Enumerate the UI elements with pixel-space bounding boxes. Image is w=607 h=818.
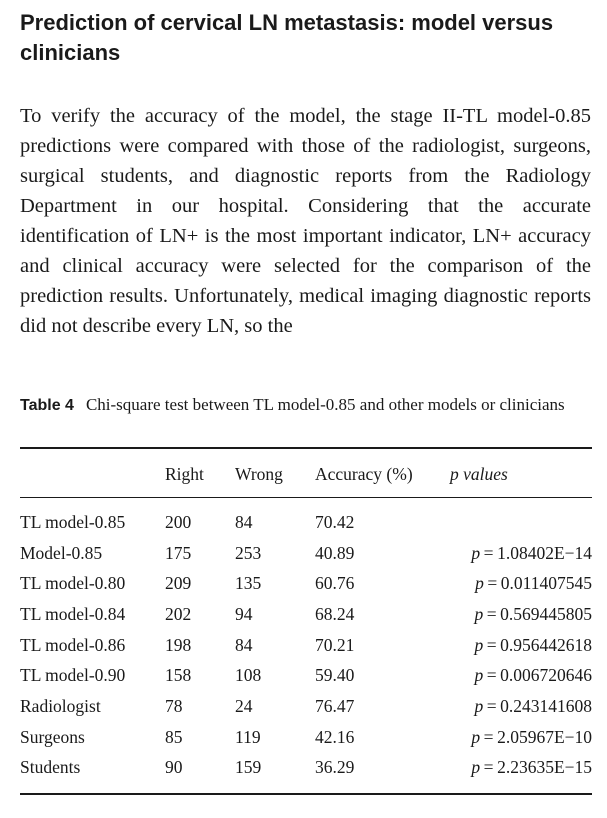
header-blank xyxy=(20,455,165,493)
table-row: TL model-0.86 198 84 70.21 p = 0.956442618 xyxy=(20,630,592,661)
p-symbol: p xyxy=(474,603,484,624)
row-right: 175 xyxy=(165,542,192,563)
row-accuracy: 60.76 xyxy=(315,573,355,594)
row-name: TL model-0.85 xyxy=(20,511,126,532)
row-right: 200 xyxy=(165,511,192,532)
row-accuracy: 36.29 xyxy=(315,757,355,778)
row-accuracy: 68.24 xyxy=(315,603,355,624)
p-value-number: 0.011407545 xyxy=(500,573,592,594)
row-p-value: p = 0.243141608 xyxy=(474,695,592,716)
row-accuracy: 70.42 xyxy=(315,511,355,532)
row-name: Radiologist xyxy=(20,695,101,716)
header-wrong: Wrong xyxy=(235,463,283,484)
p-value-number: 0.006720646 xyxy=(500,665,592,686)
row-name: TL model-0.84 xyxy=(20,603,126,624)
p-value-number: 0.243141608 xyxy=(500,695,592,716)
section-heading: Prediction of cervical LN metastasis: mo… xyxy=(20,10,554,65)
row-wrong: 24 xyxy=(235,695,253,716)
table-body: TL model-0.85 200 84 70.42 Model-0.85 175 253 4… xyxy=(20,507,592,783)
row-p-value: p = 2.05967E−10 xyxy=(471,726,592,747)
row-p-value: p = 0.956442618 xyxy=(474,634,592,655)
table-row: TL model-0.80 209 135 60.76 p = 0.011407545 xyxy=(20,568,592,599)
row-name: TL model-0.80 xyxy=(20,573,126,594)
p-symbol: p xyxy=(471,757,481,778)
table-caption-text: Chi-square test between TL model-0.85 an… xyxy=(85,395,565,414)
row-accuracy: 59.40 xyxy=(315,665,355,686)
row-wrong: 159 xyxy=(235,757,262,778)
row-right: 90 xyxy=(165,757,183,778)
row-p-value: p = 0.569445805 xyxy=(474,603,592,624)
p-value-number: 2.23635E−15 xyxy=(497,757,592,778)
row-wrong: 84 xyxy=(235,511,253,532)
p-value-number: 1.08402E−14 xyxy=(497,542,592,563)
row-name: Model-0.85 xyxy=(20,542,103,563)
row-p-value: p = 0.006720646 xyxy=(474,665,592,686)
table-row: Model-0.85 175 253 40.89 p = 1.08402E−14 xyxy=(20,538,592,569)
table-row: Students 90 159 36.29 p = 2.23635E−15 xyxy=(20,753,592,784)
row-wrong: 94 xyxy=(235,603,253,624)
table-top-rule xyxy=(20,447,592,449)
table-row: TL model-0.90 158 108 59.40 p = 0.006720646 xyxy=(20,660,592,691)
row-wrong: 84 xyxy=(235,634,253,655)
row-accuracy: 40.89 xyxy=(315,542,355,563)
row-p-value: p = 1.08402E−14 xyxy=(471,542,592,563)
row-right: 158 xyxy=(165,665,192,686)
row-right: 78 xyxy=(165,695,183,716)
table-row: TL model-0.85 200 84 70.42 xyxy=(20,507,592,538)
table-row: TL model-0.84 202 94 68.24 p = 0.569445805 xyxy=(20,599,592,630)
p-symbol: p xyxy=(474,695,484,716)
header-accuracy: Accuracy (%) xyxy=(315,463,413,484)
header-p-values: p values xyxy=(450,463,508,484)
row-accuracy: 42.16 xyxy=(315,726,355,747)
row-name: Students xyxy=(20,757,81,778)
p-symbol: p xyxy=(474,634,484,655)
table-header-row: Right Wrong Accuracy (%) p values xyxy=(20,455,592,493)
row-wrong: 108 xyxy=(235,665,262,686)
row-right: 202 xyxy=(165,603,192,624)
table-row: Surgeons 85 119 42.16 p = 2.05967E−10 xyxy=(20,722,592,753)
table-bottom-rule xyxy=(20,793,592,795)
p-symbol: p xyxy=(475,573,484,594)
row-name: TL model-0.90 xyxy=(20,665,126,686)
table-caption-label: Table 4 xyxy=(20,397,74,414)
row-name: TL model-0.86 xyxy=(20,634,126,655)
p-symbol: p xyxy=(471,726,481,747)
p-symbol: p xyxy=(471,542,481,563)
row-wrong: 119 xyxy=(235,726,261,747)
row-name: Surgeons xyxy=(20,726,85,747)
row-p-value xyxy=(450,507,592,538)
p-value-number: 0.569445805 xyxy=(500,603,592,624)
row-right: 209 xyxy=(165,573,192,594)
row-p-value: p = 0.011407545 xyxy=(475,573,592,594)
row-wrong: 253 xyxy=(235,542,262,563)
row-right: 198 xyxy=(165,634,192,655)
table-row: Radiologist 78 24 76.47 p = 0.243141608 xyxy=(20,691,592,722)
table-caption: Table 4 Chi-square test between TL model-… xyxy=(20,394,595,417)
body-paragraph: To verify the accuracy of the model, the… xyxy=(20,105,591,337)
row-right: 85 xyxy=(165,726,183,747)
row-wrong: 135 xyxy=(235,573,262,594)
p-symbol: p xyxy=(474,665,484,686)
results-table: Right Wrong Accuracy (%) p values TL mod… xyxy=(20,455,592,783)
row-p-value: p = 2.23635E−15 xyxy=(471,757,592,778)
row-accuracy: 76.47 xyxy=(315,695,355,716)
header-right: Right xyxy=(165,463,204,484)
p-value-number: 2.05967E−10 xyxy=(497,726,592,747)
table-header-rule xyxy=(20,497,592,498)
p-value-number: 0.956442618 xyxy=(500,634,592,655)
row-accuracy: 70.21 xyxy=(315,634,355,655)
